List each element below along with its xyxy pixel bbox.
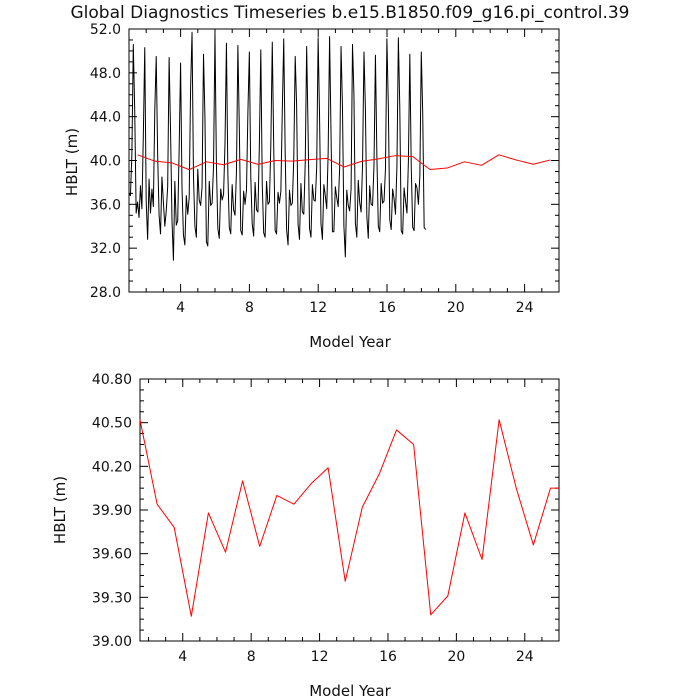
bottom-x-ticks: 4 8 12 16 20 24: [148, 379, 560, 665]
top-x-ticks: 4 8 12 16 20 24: [128, 29, 560, 316]
y-tick-label: 28.0: [90, 285, 121, 301]
x-tick-label: 8: [247, 649, 256, 665]
x-tick-label: 4: [178, 649, 187, 665]
figure-title: Global Diagnostics Timeseries b.e15.B185…: [71, 3, 630, 23]
y-tick-label: 44.0: [90, 110, 121, 126]
y-tick-label: 32.0: [90, 241, 121, 257]
x-tick-label: 16: [378, 300, 396, 316]
x-tick-label: 12: [309, 300, 327, 316]
x-tick-label: 24: [516, 300, 534, 316]
x-tick-label: 8: [245, 300, 254, 316]
y-tick-label: 40.50: [92, 416, 132, 432]
bottom-x-axis-label: Model Year: [309, 682, 391, 700]
y-tick-label: 39.90: [92, 503, 132, 519]
top-x-axis-label: Model Year: [309, 333, 391, 351]
x-tick-label: 4: [176, 300, 185, 316]
plot-frame: [139, 378, 560, 642]
y-tick-label: 48.0: [90, 66, 121, 82]
y-tick-label: 39.60: [92, 547, 132, 563]
x-tick-label: 12: [311, 649, 329, 665]
top-series: [128, 31, 551, 261]
x-tick-label: 20: [447, 300, 465, 316]
bottom-y-axis-label: HBLT (m): [51, 476, 69, 544]
y-tick-label: 40.80: [92, 372, 132, 388]
bottom-series: [139, 419, 559, 617]
x-tick-label: 20: [447, 649, 465, 665]
monthly-series-line: [128, 31, 426, 261]
y-tick-label: 40.20: [92, 459, 132, 475]
x-tick-label: 24: [516, 649, 534, 665]
top-y-axis-label: HBLT (m): [63, 128, 81, 196]
bottom-plot-frame: [139, 378, 560, 642]
x-tick-label: 16: [379, 649, 397, 665]
y-tick-label: 40.0: [90, 154, 121, 170]
bottom-y-ticks: 39.00 39.30 39.60 39.90 40.20 40.50 40.80: [92, 372, 559, 650]
annual-mean-series-line: [139, 419, 559, 617]
top-panel: 4 8 12 16 20 24 28.032.036.040.044.048.052.0 …: [63, 22, 560, 351]
y-tick-label: 39.00: [92, 634, 132, 650]
annual-mean-series-line: [137, 154, 551, 171]
y-tick-label: 39.30: [92, 590, 132, 606]
y-tick-label: 36.0: [90, 197, 121, 213]
top-y-ticks: 28.0 32.0 36.0 40.0 44.0 48.0 52.0: [90, 22, 559, 301]
bottom-panel: 4 8 12 16 20 24 39.00 39.30 39.60 39.90 40.20 40.5…: [51, 372, 560, 700]
y-tick-label: 52.0: [90, 22, 121, 38]
